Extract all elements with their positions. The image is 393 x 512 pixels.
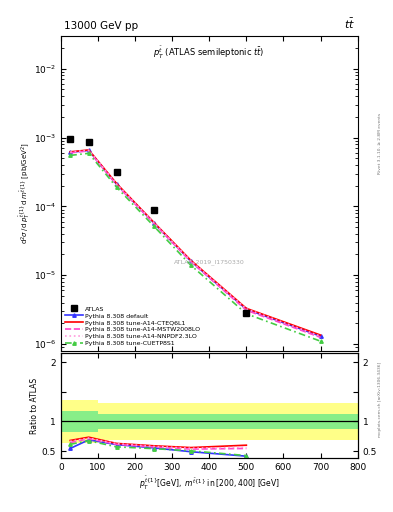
Pythia 8.308 tune-A14-NNPDF2.3LO <box>188 258 193 264</box>
Pythia 8.308 tune-A14-CTEQ6L1 <box>188 257 193 263</box>
Line: Pythia 8.308 default: Pythia 8.308 default <box>68 148 322 338</box>
Pythia 8.308 default <box>86 147 91 154</box>
Pythia 8.308 tune-A14-NNPDF2.3LO <box>86 147 91 153</box>
Line: ATLAS: ATLAS <box>68 136 156 212</box>
Pythia 8.308 default <box>244 306 249 312</box>
Pythia 8.308 tune-A14-NNPDF2.3LO <box>68 149 73 155</box>
Pythia 8.308 tune-CUETP8S1 <box>86 150 91 156</box>
Pythia 8.308 tune-A14-MSTW2008LO <box>188 259 193 265</box>
Pythia 8.308 default <box>318 333 323 339</box>
Pythia 8.308 tune-CUETP8S1 <box>244 311 249 317</box>
Line: Pythia 8.308 tune-CUETP8S1: Pythia 8.308 tune-CUETP8S1 <box>68 152 322 343</box>
ATLAS <box>86 139 91 145</box>
Pythia 8.308 tune-A14-NNPDF2.3LO <box>114 181 119 187</box>
ATLAS <box>151 206 156 212</box>
X-axis label: $p_T^{\bar{t}\{1\}}[\mathrm{GeV}],\;m^{\bar{t}\{1\}}\;\mathrm{in}\;[200,400]\;[\: $p_T^{\bar{t}\{1\}}[\mathrm{GeV}],\;m^{\… <box>139 475 280 492</box>
Y-axis label: Ratio to ATLAS: Ratio to ATLAS <box>30 378 39 434</box>
Line: Pythia 8.308 tune-A14-CTEQ6L1: Pythia 8.308 tune-A14-CTEQ6L1 <box>70 150 321 335</box>
Pythia 8.308 default <box>114 181 119 187</box>
Pythia 8.308 default <box>151 220 156 226</box>
Pythia 8.308 tune-CUETP8S1 <box>68 153 73 159</box>
Pythia 8.308 tune-A14-MSTW2008LO <box>151 220 156 226</box>
Pythia 8.308 tune-A14-NNPDF2.3LO <box>318 333 323 339</box>
Y-axis label: $\mathrm{d}^2\sigma\,/\,\mathrm{d}\,p_T^{\bar{t}\{1\}}\,\mathrm{d}\,m^{\bar{t}\{: $\mathrm{d}^2\sigma\,/\,\mathrm{d}\,p_T^… <box>17 142 32 244</box>
Pythia 8.308 tune-A14-CTEQ6L1 <box>86 147 91 153</box>
ATLAS <box>68 136 73 142</box>
Pythia 8.308 tune-A14-MSTW2008LO <box>318 334 323 340</box>
Pythia 8.308 tune-A14-CTEQ6L1 <box>151 219 156 225</box>
Pythia 8.308 tune-A14-CTEQ6L1 <box>114 180 119 186</box>
Pythia 8.308 tune-A14-CTEQ6L1 <box>318 332 323 338</box>
Pythia 8.308 default <box>188 258 193 264</box>
Text: mcplots.cern.ch [arXiv:1306.3436]: mcplots.cern.ch [arXiv:1306.3436] <box>378 362 382 437</box>
Pythia 8.308 tune-A14-MSTW2008LO <box>86 148 91 154</box>
Pythia 8.308 tune-CUETP8S1 <box>318 338 323 344</box>
Text: $t\bar{t}$: $t\bar{t}$ <box>343 17 354 31</box>
Pythia 8.308 tune-CUETP8S1 <box>114 184 119 190</box>
Pythia 8.308 tune-A14-NNPDF2.3LO <box>244 306 249 312</box>
Pythia 8.308 tune-A14-CTEQ6L1 <box>244 305 249 311</box>
ATLAS <box>114 168 119 175</box>
Text: Rivet 3.1.10, ≥ 2.8M events: Rivet 3.1.10, ≥ 2.8M events <box>378 113 382 174</box>
Legend: ATLAS, Pythia 8.308 default, Pythia 8.308 tune-A14-CTEQ6L1, Pythia 8.308 tune-A1: ATLAS, Pythia 8.308 default, Pythia 8.30… <box>64 305 202 348</box>
Line: Pythia 8.308 tune-A14-NNPDF2.3LO: Pythia 8.308 tune-A14-NNPDF2.3LO <box>70 150 321 336</box>
Pythia 8.308 tune-A14-MSTW2008LO <box>114 182 119 188</box>
Pythia 8.308 tune-A14-CTEQ6L1 <box>68 149 73 155</box>
Pythia 8.308 tune-CUETP8S1 <box>188 262 193 268</box>
Text: ATLAS_2019_I1750330: ATLAS_2019_I1750330 <box>174 260 245 265</box>
Pythia 8.308 tune-A14-NNPDF2.3LO <box>151 219 156 225</box>
Text: 13000 GeV pp: 13000 GeV pp <box>64 21 138 31</box>
Pythia 8.308 default <box>68 149 73 155</box>
Text: $p_T^{\bar{t}}$ (ATLAS semileptonic $t\bar{t}$): $p_T^{\bar{t}}$ (ATLAS semileptonic $t\b… <box>154 45 265 61</box>
Line: Pythia 8.308 tune-A14-MSTW2008LO: Pythia 8.308 tune-A14-MSTW2008LO <box>70 151 321 337</box>
Pythia 8.308 tune-A14-MSTW2008LO <box>244 307 249 313</box>
Pythia 8.308 tune-CUETP8S1 <box>151 223 156 229</box>
Pythia 8.308 tune-A14-MSTW2008LO <box>68 150 73 156</box>
